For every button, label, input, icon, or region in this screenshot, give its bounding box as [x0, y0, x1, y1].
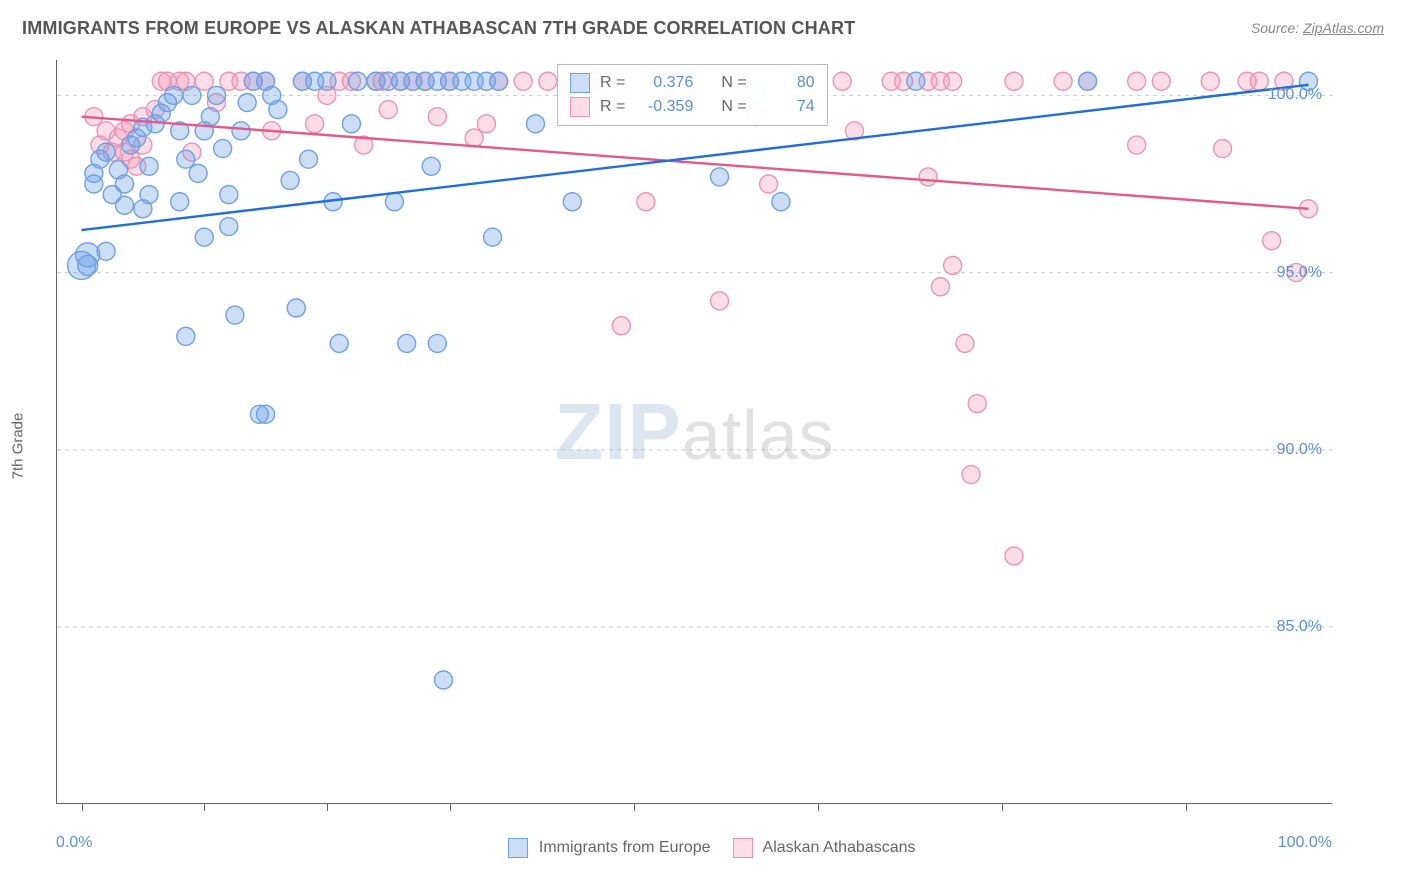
x-tick: [450, 803, 451, 811]
bottom-swatch-a: [508, 838, 528, 858]
x-tick: [818, 803, 819, 811]
chart-title: IMMIGRANTS FROM EUROPE VS ALASKAN ATHABA…: [22, 18, 855, 38]
scatter-chart-svg: [57, 60, 1332, 803]
legend-n-value-b: 74: [757, 98, 815, 116]
legend-swatch-a: [570, 73, 590, 93]
x-tick: [1002, 803, 1003, 811]
legend-n-label-a: N =: [721, 74, 746, 92]
legend-swatch-b: [570, 97, 590, 117]
legend-n-label-b: N =: [721, 98, 746, 116]
x-tick: [204, 803, 205, 811]
bottom-swatch-b: [733, 838, 753, 858]
x-tick: [634, 803, 635, 811]
x-tick: [327, 803, 328, 811]
x-tick: [1186, 803, 1187, 811]
x-tick: [82, 803, 83, 811]
legend-n-value-a: 80: [757, 74, 815, 92]
legend-r-value-b: -0.359: [635, 98, 693, 116]
correlation-legend: R = 0.376 N = 80 R = -0.359 N = 74: [557, 64, 828, 126]
y-tick-label: 85.0%: [1277, 618, 1322, 636]
source-link[interactable]: ZipAtlas.com: [1303, 20, 1384, 36]
legend-r-label-b: R =: [600, 98, 625, 116]
source-attribution: Source: ZipAtlas.com: [1251, 20, 1384, 36]
y-tick-label: 90.0%: [1277, 441, 1322, 459]
bottom-label-b: Alaskan Athabascans: [763, 839, 916, 856]
legend-r-value-a: 0.376: [635, 74, 693, 92]
y-tick-label: 100.0%: [1268, 86, 1322, 104]
plot-area: ZIPatlas R = 0.376 N = 80 R = -0.359 N =…: [56, 60, 1332, 804]
bottom-legend: Immigrants from Europe Alaskan Athabasca…: [0, 838, 1406, 858]
source-prefix: Source:: [1251, 20, 1303, 36]
legend-r-label-a: R =: [600, 74, 625, 92]
y-tick-label: 95.0%: [1277, 264, 1322, 282]
bottom-label-a: Immigrants from Europe: [539, 839, 711, 856]
y-axis-label: 7th Grade: [10, 413, 27, 480]
